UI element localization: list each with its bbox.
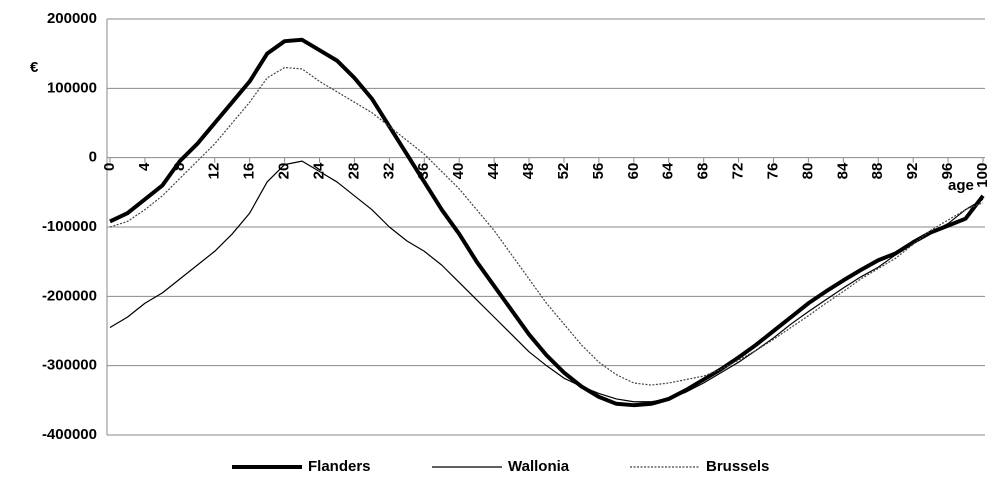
y-tick-label: -300000 [42,357,97,374]
series-line [109,160,984,403]
y-tick-label: -400000 [42,426,97,443]
x-tick-label: 20 [276,163,293,180]
x-tick-label: 88 [869,163,886,180]
y-tick-label: 100000 [47,79,97,96]
x-tick-label: 80 [799,163,816,180]
x-axis-label: age [948,177,974,194]
y-tick-label: -100000 [42,218,97,235]
x-tick-label: 60 [625,163,642,180]
legend-label: Flanders [308,458,371,475]
x-tick-label: 44 [485,162,502,179]
x-tick-label: 76 [764,163,781,180]
y-tick-label: 200000 [47,10,97,27]
legend-label: Wallonia [508,458,570,475]
x-tick-label: 32 [380,163,397,180]
series-line [109,37,985,408]
x-tick-label: 4 [136,162,153,171]
x-tick-label: 40 [450,163,467,180]
x-tick-label: 68 [695,163,712,180]
x-tick-label: 56 [590,163,607,180]
x-tick-label: 52 [555,163,572,180]
x-tick-label: 0 [101,163,118,171]
y-tick-label: -200000 [42,287,97,304]
x-tick-label: 84 [834,162,851,179]
y-tick-label: 0 [89,149,97,166]
x-tick-label: 28 [345,163,362,180]
x-tick-label: 16 [241,163,258,180]
x-tick-label: 8 [171,163,188,171]
y-axis-label: € [30,59,39,76]
x-tick-label: 48 [520,163,537,180]
x-tick-label: 96 [939,163,956,180]
x-tick-label: 100 [974,163,987,188]
x-tick-label: 72 [730,163,747,180]
x-tick-label: 92 [904,163,921,180]
legend-label: Brussels [706,458,769,475]
series-line [109,66,984,386]
x-tick-label: 64 [660,162,677,179]
x-tick-label: 12 [206,163,223,180]
